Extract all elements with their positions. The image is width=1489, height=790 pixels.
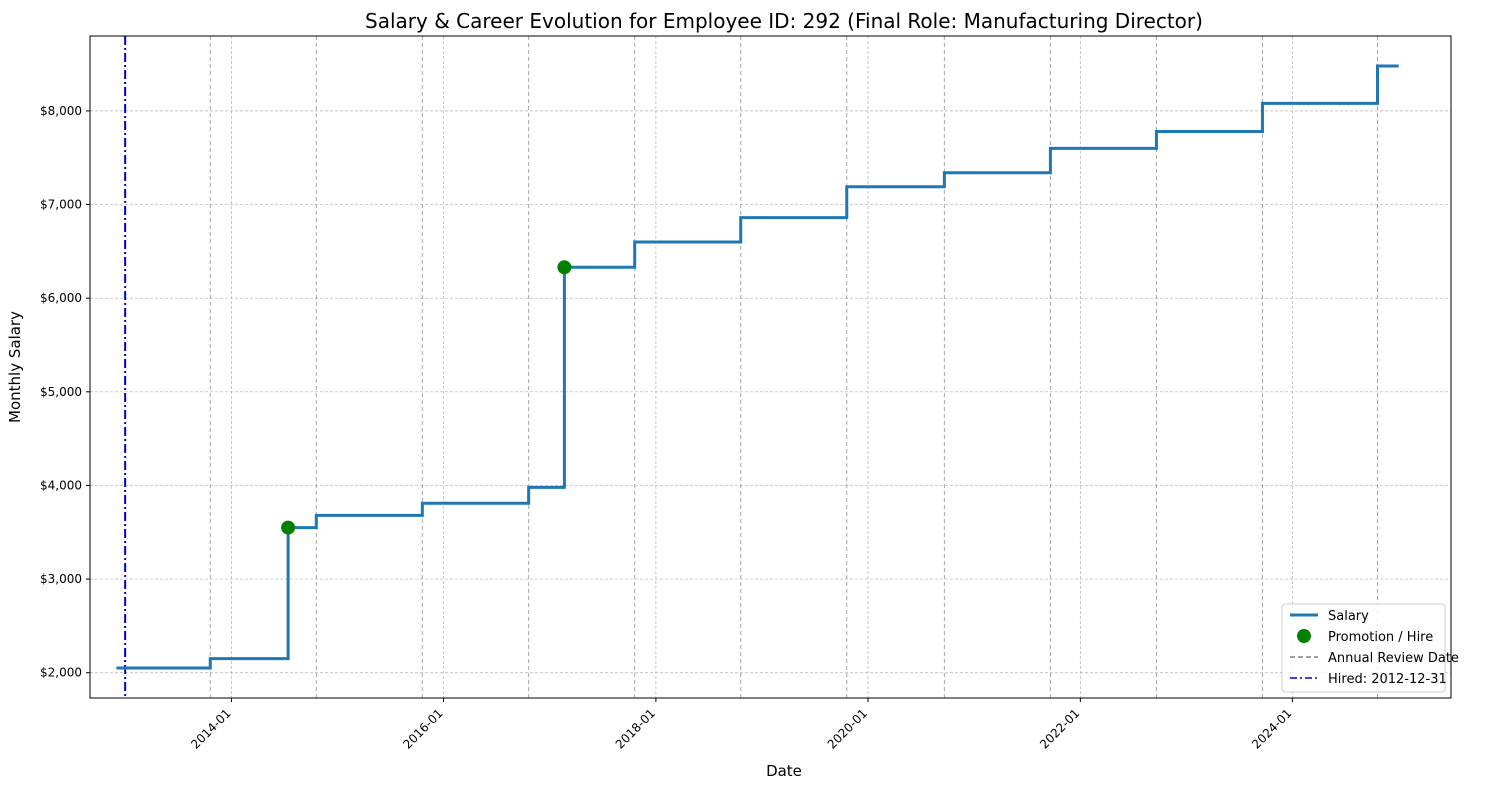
legend-label-promotion: Promotion / Hire (1328, 630, 1433, 645)
y-tick-label: $7,000 (40, 198, 82, 212)
legend-swatch-promotion (1297, 629, 1311, 643)
y-tick-label: $4,000 (40, 478, 82, 492)
legend-label-review: Annual Review Date (1328, 651, 1459, 666)
x-tick-label: 2022-01 (1037, 706, 1082, 751)
salary-series (116, 64, 1399, 670)
salary-line (116, 64, 1399, 670)
x-tick-label: 2016-01 (400, 706, 445, 751)
legend: Salary Promotion / Hire Annual Review Da… (1281, 603, 1459, 693)
x-tick-label: 2024-01 (1249, 706, 1294, 751)
annual-review-lines (209, 36, 1379, 698)
x-tick-label: 2018-01 (613, 706, 658, 751)
legend-box (1281, 603, 1446, 693)
promotion-markers (281, 260, 572, 535)
y-axis-ticks: $2,000 $3,000 $4,000 $5,000 $6,000 $7,000 $8,0… (40, 104, 90, 680)
promotion-marker (281, 520, 296, 535)
y-tick-label: $8,000 (40, 104, 82, 118)
chart-title: Salary & Career Evolution for Employee I… (365, 9, 1203, 33)
y-tick-label: $3,000 (40, 572, 82, 586)
legend-label-hired: Hired: 2012-12-31 (1328, 672, 1447, 687)
x-tick-label: 2020-01 (825, 706, 870, 751)
legend-label-salary: Salary (1328, 609, 1369, 624)
plot-frame (89, 35, 1452, 699)
promotion-marker (557, 260, 572, 275)
x-tick-label: 2014-01 (188, 706, 233, 751)
x-axis-ticks: 2014-01 2016-01 2018-01 2020-01 2022-01 2024-… (188, 698, 1295, 752)
y-axis-label: Monthly Salary (6, 311, 24, 423)
y-tick-label: $2,000 (40, 666, 82, 680)
y-tick-label: $5,000 (40, 385, 82, 399)
y-tick-label: $6,000 (40, 291, 82, 305)
x-axis-label: Date (766, 762, 802, 780)
grid (90, 36, 1451, 698)
